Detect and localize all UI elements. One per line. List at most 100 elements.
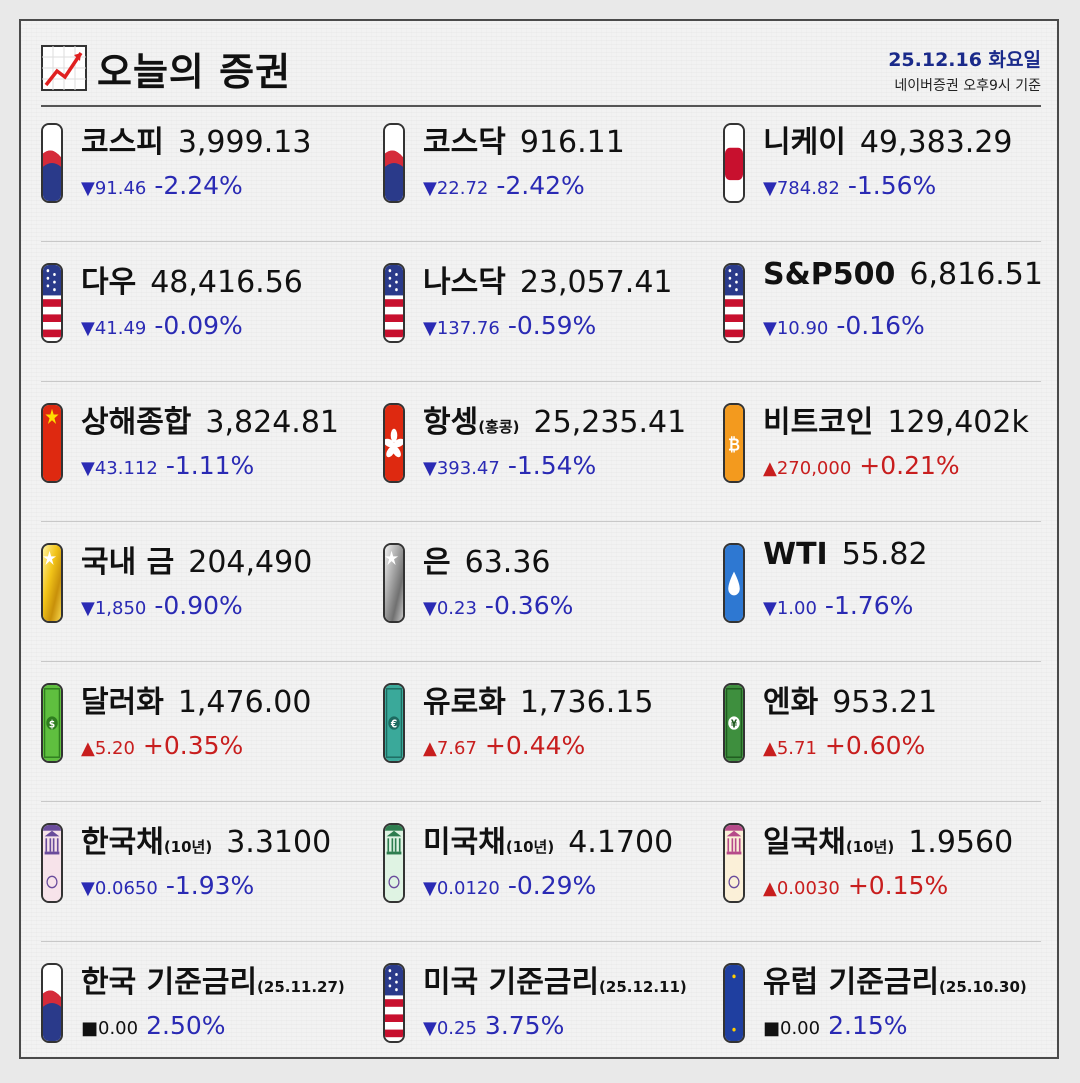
- market-name: WTI 55.82: [763, 537, 928, 572]
- market-item: 미국 기준금리(25.12.11) ▼0.25 3.75%: [383, 963, 723, 1083]
- oil-icon: [723, 543, 745, 623]
- change-amount: ▲7.67: [423, 738, 477, 759]
- change-percent: +0.60%: [824, 731, 926, 760]
- change-percent: -0.29%: [507, 871, 597, 900]
- market-name: 유럽 기준금리(25.10.30): [763, 957, 1027, 1001]
- kr-icon: [41, 963, 63, 1043]
- us-icon: [723, 263, 745, 343]
- market-sublabel: (10년): [163, 838, 213, 856]
- change-amount: ▼22.72: [423, 178, 489, 199]
- market-change: ▲270,000 +0.21%: [763, 451, 960, 480]
- row-divider: [41, 241, 1041, 242]
- market-name: 비트코인 129,402k: [763, 397, 1029, 441]
- svg-text:¥: ¥: [731, 719, 737, 731]
- change-percent: -0.09%: [154, 311, 243, 340]
- change-amount: ▲5.20: [81, 738, 135, 759]
- change-amount: ▼0.0120: [423, 878, 500, 899]
- change-amount: ▼137.76: [423, 318, 500, 339]
- chart-trend-icon: [41, 45, 87, 91]
- row-divider: [41, 941, 1041, 942]
- market-name: 나스닥 23,057.41: [423, 257, 673, 301]
- market-name: 항셍(홍콩) 25,235.41: [423, 397, 686, 441]
- market-name: 한국 기준금리(25.11.27): [81, 957, 345, 1001]
- change-percent: -0.59%: [507, 311, 597, 340]
- market-value: 204,490: [188, 545, 313, 580]
- market-value: 23,057.41: [519, 265, 673, 300]
- market-name: 미국채(10년) 4.1700: [423, 817, 673, 861]
- row-divider: [41, 381, 1041, 382]
- market-value: 3.3100: [226, 825, 332, 860]
- market-change: ▼22.72 -2.42%: [423, 171, 585, 200]
- market-label: WTI: [763, 537, 828, 572]
- market-name: 코스피 3,999.13: [81, 117, 311, 161]
- market-item: 은 63.36 ▼0.23 -0.36%: [383, 543, 723, 663]
- data-source: 네이버증권 오후9시 기준: [894, 78, 1041, 94]
- market-value: 63.36: [464, 545, 551, 580]
- change-percent: -1.76%: [824, 591, 914, 620]
- market-value: 49,383.29: [859, 125, 1013, 160]
- market-name: 코스닥 916.11: [423, 117, 625, 161]
- header-divider: [41, 105, 1041, 107]
- usd-icon: $: [41, 683, 63, 763]
- market-item: 미국채(10년) 4.1700 ▼0.0120 -0.29%: [383, 823, 723, 943]
- change-amount: ▲5.71: [763, 738, 817, 759]
- market-item: WTI 55.82 ▼1.00 -1.76%: [723, 537, 1063, 663]
- change-percent: 2.15%: [828, 1011, 908, 1040]
- btc-icon: ₿: [723, 403, 745, 483]
- market-change: ▼0.0120 -0.29%: [423, 871, 596, 900]
- market-name: 엔화 953.21: [763, 677, 937, 721]
- change-percent: -1.93%: [165, 871, 255, 900]
- eu-icon: [723, 963, 745, 1043]
- market-name: 은 63.36: [423, 537, 551, 581]
- change-percent: -0.16%: [836, 311, 925, 340]
- change-amount: ▲270,000: [763, 458, 852, 479]
- market-label: 일국채: [763, 825, 846, 860]
- market-change: ▼0.23 -0.36%: [423, 591, 573, 620]
- market-change: ▲7.67 +0.44%: [423, 731, 585, 760]
- market-label: 미국 기준금리: [423, 965, 600, 1000]
- market-change: ▲5.20 +0.35%: [81, 731, 243, 760]
- market-sublabel: (10년): [505, 838, 555, 856]
- market-name: 한국채(10년) 3.3100: [81, 817, 331, 861]
- market-label: 코스피: [81, 125, 164, 160]
- market-value: 1,476.00: [177, 685, 312, 720]
- change-percent: +0.15%: [847, 871, 949, 900]
- silver-icon: [383, 543, 405, 623]
- change-percent: 2.50%: [146, 1011, 226, 1040]
- market-value: 1.9560: [908, 825, 1014, 860]
- market-change: ▼393.47 -1.54%: [423, 451, 596, 480]
- us-icon: [383, 263, 405, 343]
- market-value: 4.1700: [568, 825, 674, 860]
- market-label: S&P500: [763, 257, 896, 292]
- market-item: 다우 48,416.56 ▼41.49 -0.09%: [41, 263, 381, 383]
- change-amount: ▼0.25: [423, 1018, 477, 1039]
- market-change: ▼784.82 -1.56%: [763, 171, 936, 200]
- change-percent: -1.56%: [847, 171, 937, 200]
- market-change: ▼43.112 -1.11%: [81, 451, 254, 480]
- change-percent: -2.24%: [154, 171, 243, 200]
- market-item: 상해종합 3,824.81 ▼43.112 -1.11%: [41, 403, 381, 523]
- change-amount: ■0.00: [81, 1018, 139, 1039]
- market-name: 다우 48,416.56: [81, 257, 303, 301]
- market-label: 미국채: [423, 825, 506, 860]
- gold-icon: [41, 543, 63, 623]
- market-label: 한국채: [81, 825, 164, 860]
- market-change: ▼0.25 3.75%: [423, 1011, 564, 1040]
- market-value: 3,999.13: [177, 125, 312, 160]
- change-amount: ▼91.46: [81, 178, 147, 199]
- market-item: S&P500 6,816.51 ▼10.90 -0.16%: [723, 257, 1063, 383]
- change-percent: -2.42%: [496, 171, 585, 200]
- market-value: 6,816.51: [909, 257, 1043, 292]
- change-percent: +0.35%: [142, 731, 244, 760]
- market-name: 미국 기준금리(25.12.11): [423, 957, 687, 1001]
- row-divider: [41, 521, 1041, 522]
- market-change: ▼137.76 -0.59%: [423, 311, 596, 340]
- kr-icon: [41, 123, 63, 203]
- market-item: ₿ 비트코인 129,402k ▲270,000 +0.21%: [723, 403, 1063, 523]
- bondkr-icon: [41, 823, 63, 903]
- market-change: ▼1.00 -1.76%: [763, 591, 913, 620]
- svg-text:$: $: [49, 719, 55, 731]
- change-amount: ▼43.112: [81, 458, 158, 479]
- change-amount: ▼0.23: [423, 598, 477, 619]
- change-percent: -0.90%: [154, 591, 243, 620]
